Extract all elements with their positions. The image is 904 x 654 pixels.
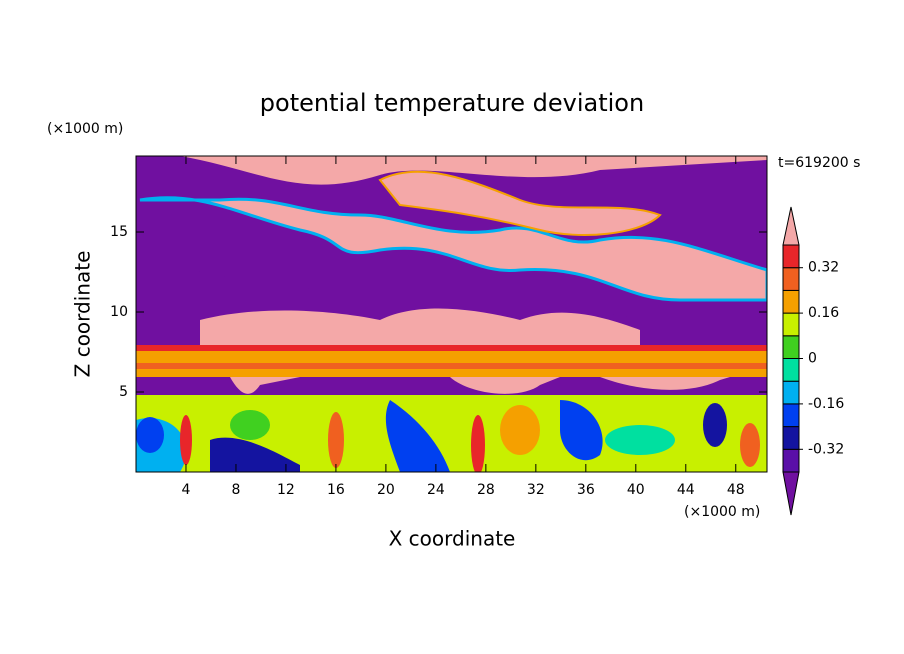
colorbar-box — [782, 380, 800, 405]
colorbar-triangle — [782, 471, 800, 516]
x-tick-label: 32 — [527, 482, 545, 498]
colorbar-triangle — [782, 206, 800, 246]
x-axis-label: X coordinate — [389, 527, 516, 551]
x-tick-label: 28 — [477, 482, 495, 498]
x-tick-label: 36 — [577, 482, 595, 498]
plot-frame — [135, 155, 768, 473]
y-tick-label: 5 — [119, 384, 128, 400]
contour-field — [136, 156, 767, 472]
colorbar-box — [782, 244, 800, 269]
colorbar-tick-label: -0.32 — [808, 441, 844, 457]
colorbar-box — [782, 335, 800, 359]
x-tick-label: 40 — [627, 482, 645, 498]
colorbar-tick-label: 0 — [808, 351, 817, 367]
x-tick-label: 16 — [327, 482, 345, 498]
y-axis-label: Z coordinate — [71, 251, 95, 378]
x-tick-label: 24 — [427, 482, 445, 498]
colorbar-tick-label: 0.32 — [808, 260, 839, 276]
chart-title: potential temperature deviation — [260, 89, 644, 117]
x-tick-label: 20 — [377, 482, 395, 498]
colorbar-box — [782, 267, 800, 291]
x-tick-label: 8 — [231, 482, 240, 498]
colorbar-tick-label: 0.16 — [808, 305, 839, 321]
x-tick-label: 12 — [277, 482, 295, 498]
x-tick-label: 48 — [727, 482, 745, 498]
colorbar-tick-label: -0.16 — [808, 396, 844, 412]
colorbar-box — [782, 289, 800, 314]
y-tick-label: 15 — [110, 224, 128, 240]
colorbar-box — [782, 358, 800, 382]
x-tick-label: 44 — [677, 482, 695, 498]
y-tick-label: 10 — [110, 304, 128, 320]
y-unit: (×1000 m) — [47, 121, 123, 137]
annotation: t=619200 s — [778, 155, 860, 171]
colorbar-box — [782, 403, 800, 428]
colorbar-box — [782, 426, 800, 450]
x-tick-label: 4 — [182, 482, 191, 498]
x-unit: (×1000 m) — [684, 504, 760, 520]
colorbar-box — [782, 312, 800, 337]
colorbar-box — [782, 448, 800, 473]
